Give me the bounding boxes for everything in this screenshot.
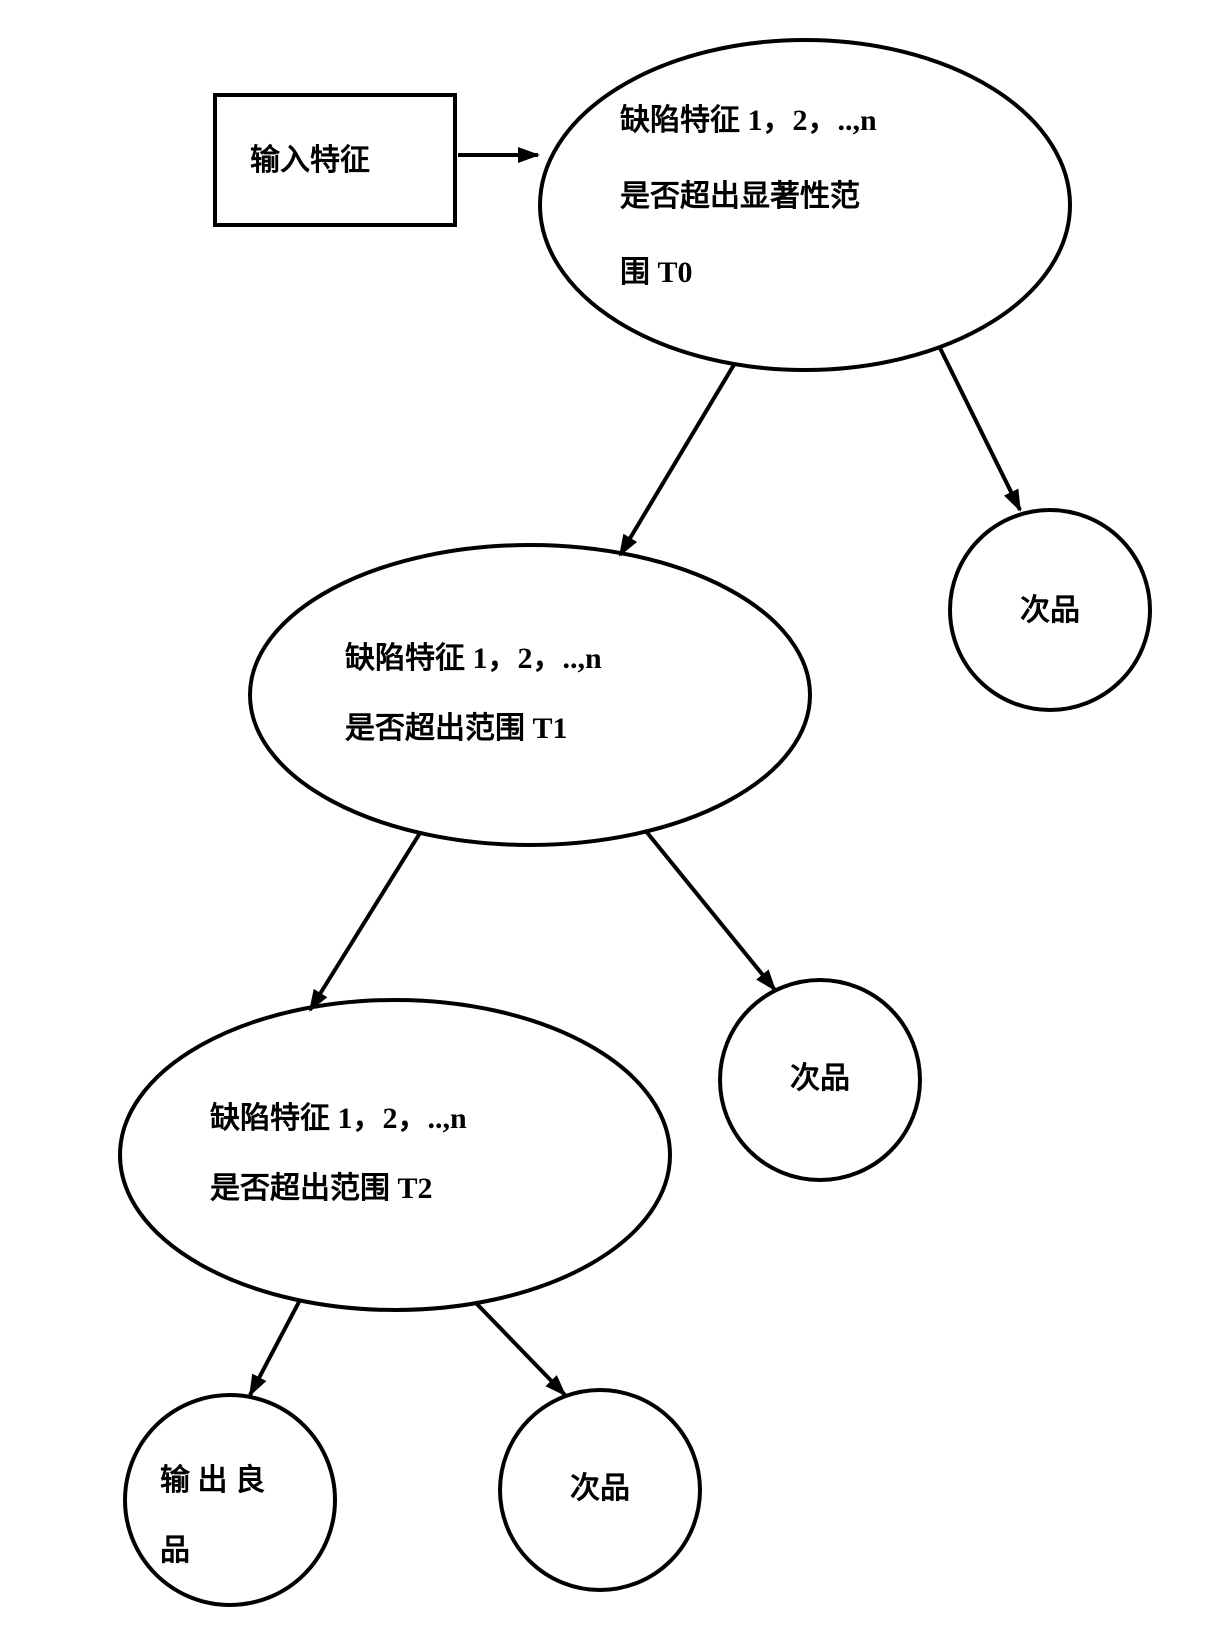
node-decision2-text-0: 缺陷特征 1，2，..,n [210,1102,467,1135]
node-reject1: 次品 [720,980,920,1180]
node-input: 输入特征 [215,95,455,225]
decision-tree-diagram: 输入特征缺陷特征 1，2，..,n是否超出显著性范围 T0次品缺陷特征 1，2，… [0,0,1229,1640]
node-decision0: 缺陷特征 1，2，..,n 是否超出显著性范围 T0 [540,40,1070,370]
node-reject0-text-0: 次品 [1020,594,1080,627]
edge-decision2-reject2 [475,1302,565,1395]
edge-decision1-reject1 [645,830,775,990]
node-decision2-text-1: 是否超出范围 T2 [210,1172,433,1205]
node-good-text-0: 输 出 良 [160,1463,265,1497]
node-good-text-1: 品 [160,1534,190,1567]
node-decision1-text-0: 缺陷特征 1，2，..,n [345,642,602,675]
edge-decision2-good [250,1300,300,1395]
node-decision1: 缺陷特征 1，2，..,n 是否超出范围 T1 [250,545,810,845]
edge-decision0-reject0 [940,348,1020,510]
edge-decision0-decision1 [620,363,735,555]
node-reject1-text-0: 次品 [790,1062,850,1095]
node-input-text-0: 输入特征 [250,144,370,177]
node-good: 输 出 良品 [125,1395,335,1605]
node-decision1-text-1: 是否超出范围 T1 [345,712,568,745]
node-decision0-text-2: 围 T0 [620,256,693,289]
node-decision0-text-0: 缺陷特征 1，2，..,n [620,104,877,137]
node-decision2: 缺陷特征 1，2，..,n 是否超出范围 T2 [120,1000,670,1310]
node-reject0: 次品 [950,510,1150,710]
node-reject2-text-0: 次品 [570,1472,630,1505]
node-decision0-text-1: 是否超出显著性范 [620,180,860,213]
node-reject2: 次品 [500,1390,700,1590]
edge-decision1-decision2 [310,833,420,1010]
